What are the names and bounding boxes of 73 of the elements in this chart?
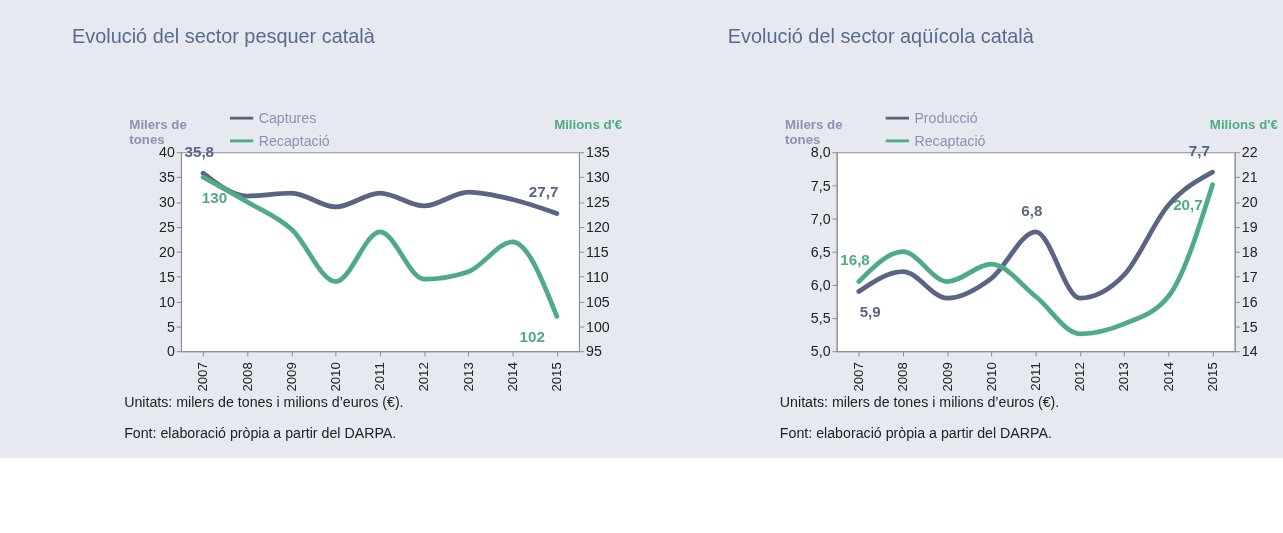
line-series: [200, 170, 560, 216]
y-tick-label: 20: [159, 243, 175, 260]
legend-label: Recaptació: [258, 132, 330, 149]
text: Unitats: milers de tones i milions d’euros (€).: [779, 393, 1060, 410]
x-tick-label: 2010: [328, 362, 344, 392]
y2-tick-label: 22: [1241, 144, 1258, 161]
data-label: 27,7: [528, 183, 559, 201]
chart-title: Evolució del sector aqüícola català: [727, 25, 1035, 48]
text: Font: elaboració pròpia a partir del DARPA.: [124, 425, 397, 442]
y2-tick-label: 21: [1241, 169, 1258, 186]
x-tick-label: 2008: [895, 362, 911, 392]
y2-tick-label: 100: [586, 318, 610, 335]
chart-title: Evolució del sector pesquer català: [72, 25, 376, 48]
legend-label: Recaptació: [914, 132, 986, 149]
y2-tick-label: 19: [1241, 219, 1258, 236]
text: Font: elaboració pròpia a partir del DARPA.: [779, 425, 1052, 442]
y2-tick-label: 115: [586, 243, 609, 260]
data-label: 7,7: [1188, 142, 1210, 160]
data-label: 6,8: [1021, 201, 1043, 219]
x-tick-label: 2014: [504, 362, 520, 392]
y2-tick-label: 18: [1241, 243, 1258, 260]
y-tick-label: 30: [159, 194, 175, 211]
y-tick-label: 5,5: [810, 310, 831, 327]
x-tick-label: 2015: [549, 362, 565, 392]
y-tick-label: 7,0: [810, 210, 831, 227]
y2-tick-label: 135: [586, 144, 610, 161]
y2-tick-label: 15: [1241, 318, 1258, 335]
y2-tick-label: 17: [1241, 268, 1258, 285]
data-label: 102: [519, 328, 545, 345]
y2-tick-label: 125: [586, 194, 610, 211]
data-label: 5,9: [859, 303, 881, 321]
legend-label: Captures: [258, 109, 317, 126]
y-tick-label: 10: [159, 293, 175, 310]
y2-tick-label: 20: [1241, 194, 1258, 211]
y-tick-label: 5,0: [810, 343, 831, 360]
y-tick-label: 6,5: [810, 243, 831, 260]
x-tick-label: 2011: [1027, 362, 1043, 391]
y-tick-label: 7,5: [810, 177, 831, 194]
x-tick-label: 2013: [1116, 362, 1132, 392]
x-tick-label: 2008: [239, 362, 255, 392]
y-tick-label: 0: [166, 343, 175, 360]
x-tick-label: 2014: [1160, 362, 1176, 392]
y-tick-label: 15: [159, 268, 175, 285]
data-label: 16,8: [840, 251, 870, 269]
x-tick-label: 2015: [1204, 362, 1220, 392]
x-tick-label: 2009: [939, 362, 955, 392]
data-label: 130: [201, 188, 228, 206]
y2-tick-label: 14: [1241, 343, 1258, 360]
data-label: 35,8: [184, 143, 215, 161]
text: Unitats: milers de tones i milions d’euros (€).: [124, 393, 404, 410]
x-tick-label: 2012: [416, 362, 432, 392]
x-tick-label: 2009: [283, 362, 299, 392]
y2-tick-label: 110: [586, 268, 609, 285]
y2-tick-label: 16: [1241, 293, 1258, 310]
legend-label: Producció: [914, 109, 978, 126]
x-tick-label: 2007: [195, 362, 211, 392]
line-series: [200, 174, 560, 319]
y2-tick-label: 120: [586, 219, 610, 236]
y2-tick-label: 105: [586, 293, 610, 310]
y-tick-label: 5: [166, 318, 175, 335]
y-tick-label: 25: [159, 219, 175, 236]
x-tick-label: 2007: [851, 362, 867, 392]
data-label: 20,7: [1173, 196, 1203, 214]
y2-axis-title: Milions d'€: [554, 117, 623, 133]
y-tick-label: 6,0: [810, 277, 831, 294]
x-tick-label: 2013: [460, 362, 476, 392]
y2-axis-title: Milions d'€: [1209, 117, 1279, 133]
x-tick-label: 2010: [983, 362, 999, 392]
y2-tick-label: 95: [586, 343, 602, 360]
y-tick-label: 35: [159, 169, 175, 186]
x-tick-label: 2011: [372, 362, 388, 391]
y2-tick-label: 130: [586, 169, 610, 186]
x-tick-label: 2012: [1072, 362, 1088, 392]
